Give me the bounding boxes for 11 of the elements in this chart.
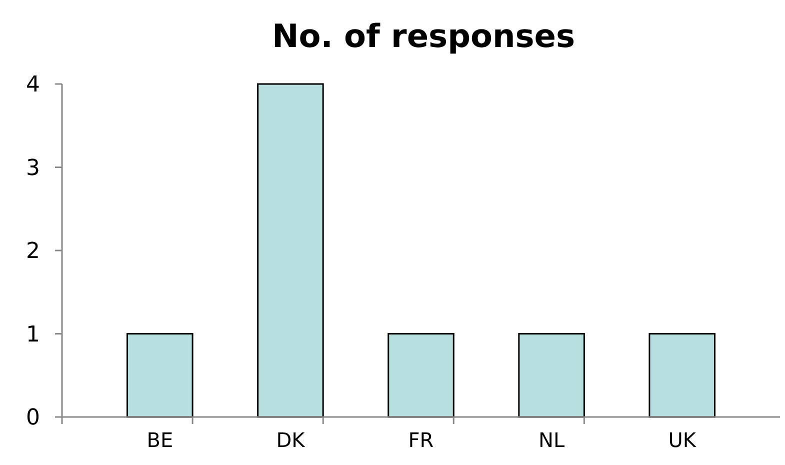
y-tick-label: 3 bbox=[26, 156, 40, 181]
x-tick-label: DK bbox=[276, 428, 306, 452]
y-tick-label: 4 bbox=[26, 72, 40, 98]
y-tick-label: 0 bbox=[26, 406, 40, 431]
x-tick-label: BE bbox=[146, 428, 174, 452]
x-tick-label: NL bbox=[538, 428, 566, 452]
x-tick-label: FR bbox=[408, 428, 434, 452]
y-tick-label: 2 bbox=[26, 239, 40, 264]
x-tick-label: UK bbox=[668, 428, 697, 452]
chart-title: No. of responses bbox=[272, 17, 576, 55]
y-tick-label: 1 bbox=[26, 322, 40, 348]
